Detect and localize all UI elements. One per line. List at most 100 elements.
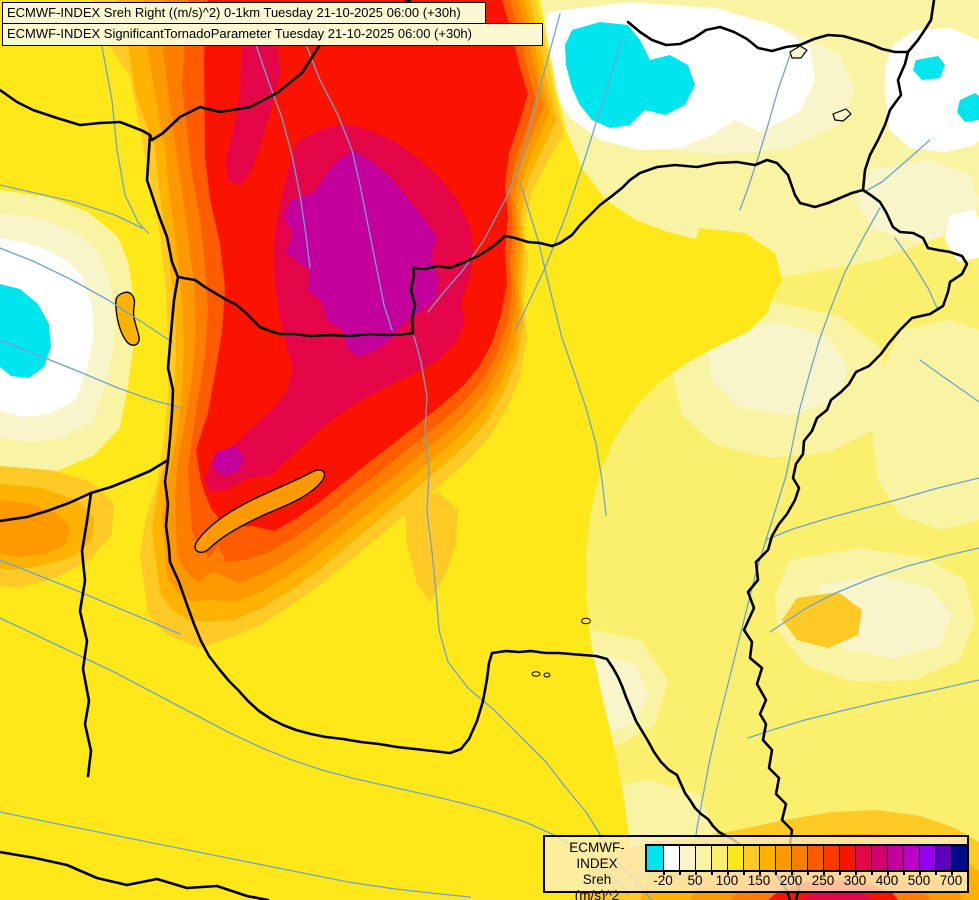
legend-title: ECMWF-INDEX Sreh (m/s)^2 [549,840,645,900]
legend-swatch [919,846,935,870]
legend-tickmark [663,870,665,875]
color-scale-bar [645,844,969,872]
legend-tick-label: 200 [779,873,803,888]
legend-swatch [711,846,727,870]
river-maros [747,679,979,739]
contour-west-cold-spot [0,190,134,475]
legend-swatch [775,846,791,870]
legend-title-line2: Sreh [582,872,612,887]
contour-yellow-spot-east [687,228,782,319]
legend-tick-label: 700 [939,873,963,888]
legend-swatch [823,846,839,870]
legend-swatch [759,846,775,870]
map-title-secondary: ECMWF-INDEX SignificantTornadoParameter … [2,23,543,46]
lake-small-5 [543,672,551,678]
legend-tickmark [743,870,745,875]
legend-swatch [807,846,823,870]
river-hron [515,39,623,331]
map-title-primary: ECMWF-INDEX Sreh Right ((m/s)^2) 0-1km T… [2,2,486,24]
map-title-primary-text: ECMWF-INDEX Sreh Right ((m/s)^2) 0-1km T… [7,5,461,20]
lake-small-1 [789,45,808,59]
legend-tickmark [791,870,793,875]
legend-swatch [727,846,743,870]
legend-tick-label: 100 [715,873,739,888]
river-morava [94,7,149,234]
contour-cyan-patches [565,22,979,128]
legend-tickmark [839,870,841,875]
legend-tickmark [759,870,761,875]
legend-swatch [679,846,695,870]
legend-swatch [903,846,919,870]
legend-swatch [647,846,663,870]
legend-tickmark [871,870,873,875]
river-zitava [254,41,311,269]
legend-tick-label: 500 [907,873,931,888]
lake-small-4 [531,671,541,677]
map-title-secondary-text: ECMWF-INDEX SignificantTornadoParameter … [7,26,472,41]
legend-tick-label: 50 [687,873,703,888]
border-ua-ro-east [742,50,969,900]
river-nitra [304,41,393,331]
legend-swatch [791,846,807,870]
legend-tickmark [855,870,857,875]
river-koros-1 [765,477,979,541]
legend-tickmark [727,870,729,875]
river-danube [413,335,653,900]
legend-tick-label: 300 [843,873,867,888]
legend-tickmark [695,870,697,875]
legend-swatch [951,846,967,870]
border-cz-at [0,88,152,137]
river-bodrog [863,139,931,193]
lake-small-2 [832,108,852,122]
border-hr-ba [0,850,270,900]
legend-tick-label: 250 [811,873,835,888]
river-raba-branch [0,339,183,409]
legend-tickmark [951,870,953,875]
legend-tickmark [711,870,713,875]
river-koros-2 [769,547,979,633]
legend-tickmark [775,870,777,875]
legend-tickmark [919,870,921,875]
legend-title-line3: (m/s)^2 [574,888,620,900]
legend-tickmark [887,870,889,875]
legend-swatch [695,846,711,870]
river-mura [0,559,181,635]
river-ne-2 [894,237,939,311]
river-danube-upper [0,184,143,229]
legend-tickmark [823,870,825,875]
legend-swatch [935,846,951,870]
border-hu-hr-srb [163,458,792,900]
river-zagyva [519,181,607,516]
legend-tickmark [807,870,809,875]
border-si-hr [78,491,93,778]
border-sk-pl [626,20,910,54]
legend-swatch [839,846,855,870]
river-raba [0,247,173,343]
river-ne-1 [919,359,979,403]
lakes [115,45,852,678]
legend-tickmark [679,870,681,875]
legend-swatch [855,846,871,870]
legend-swatch [887,846,903,870]
lake-balaton [194,469,326,553]
river-hornad [739,54,791,211]
legend-swatch [743,846,759,870]
legend-tick-label: 150 [747,873,771,888]
river-vah [427,13,561,313]
legend-tickmark [935,870,937,875]
border-at-hu-west [145,133,180,462]
legend-swatch [663,846,679,870]
legend-tick-label: -20 [653,873,673,888]
border-pl-ua [906,0,936,54]
legend-swatch [871,846,887,870]
contour-peak-core [212,150,438,476]
legend-tickmark [903,870,905,875]
legend-tick-label: 400 [875,873,899,888]
legend-title-line1: ECMWF-INDEX [569,840,625,871]
legend-panel: ECMWF-INDEX Sreh (m/s)^2 -20 50 100 150 200 2… [543,835,969,900]
lake-small-3 [581,617,591,625]
border-sk-hu [176,158,865,338]
